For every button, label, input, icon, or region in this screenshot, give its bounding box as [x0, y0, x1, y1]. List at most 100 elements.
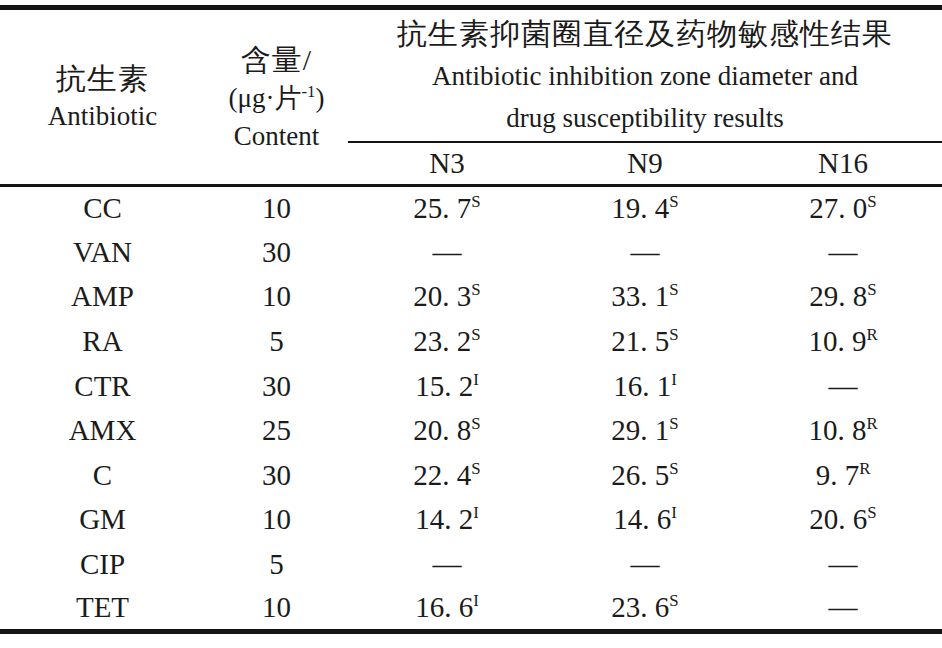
susceptibility-flag: S	[471, 192, 480, 211]
content-cell: 10	[205, 587, 348, 632]
zone-value-cell-n9: —	[546, 230, 744, 275]
cell-value: 20. 3	[413, 280, 471, 312]
zone-value-cell-n3: —	[348, 230, 546, 275]
header-span-results: 抗生素抑菌圈直径及药物敏感性结果 Antibiotic inhibition z…	[348, 8, 942, 142]
cell-value: 29. 1	[611, 414, 669, 446]
susceptibility-flag: S	[669, 325, 678, 344]
antibiotic-cell: CTR	[0, 364, 205, 409]
cell-value: 23. 2	[413, 325, 471, 357]
antibiotic-cell: VAN	[0, 230, 205, 275]
cell-value: 10	[262, 280, 291, 312]
table-row: CC1025. 7S19. 4S27. 0S	[0, 186, 942, 231]
antibiotic-cell: AMP	[0, 275, 205, 320]
zone-value-cell-n3: 23. 2S	[348, 319, 546, 364]
content-cell: 30	[205, 453, 348, 498]
susceptibility-flag: S	[471, 459, 480, 478]
content-cell: 10	[205, 186, 348, 231]
zone-value-cell-n9: 33. 1S	[546, 275, 744, 320]
cell-value: 30	[262, 236, 291, 268]
header-content-unit: (μg·片-1)	[205, 79, 348, 118]
zone-value-cell-n9: 23. 6S	[546, 587, 744, 632]
zone-value-cell-n9: 21. 5S	[546, 319, 744, 364]
zone-value-cell-n16: —	[744, 542, 942, 587]
cell-value: —	[433, 236, 462, 268]
header-span-en-line1: Antibiotic inhibition zone diameter and	[348, 55, 942, 97]
col-header-n3: N3	[348, 142, 546, 186]
table-row: VAN 30 — — —	[0, 230, 942, 275]
content-cell: 30	[205, 364, 348, 409]
zone-value-cell-n16: —	[744, 230, 942, 275]
susceptibility-flag: S	[471, 415, 480, 434]
cell-value: RA	[82, 325, 122, 357]
header-antibiotic-en: Antibiotic	[0, 98, 205, 135]
header-content-en: Content	[205, 118, 348, 155]
content-cell: 5	[205, 319, 348, 364]
header-content: 含量/ (μg·片-1) Content	[205, 8, 348, 186]
zone-value-cell-n16: 29. 8S	[744, 275, 942, 320]
susceptibility-flag: S	[867, 192, 876, 211]
susceptibility-flag: I	[473, 592, 479, 611]
cell-value: —	[631, 548, 660, 580]
susceptibility-flag: S	[669, 281, 678, 300]
zone-value-cell-n3: 14. 2I	[348, 498, 546, 543]
cell-value: 10	[262, 192, 291, 224]
zone-value-cell-n3: 25. 7S	[348, 186, 546, 231]
table-row: CIP5———	[0, 542, 942, 587]
cell-value: 9. 7	[816, 459, 860, 491]
susceptibility-flag: S	[669, 459, 678, 478]
zone-value-cell-n16: —	[744, 364, 942, 409]
cell-value: 10. 8	[808, 414, 866, 446]
zone-value-cell-n16: 10. 8R	[744, 408, 942, 453]
cell-value: 20. 8	[413, 414, 471, 446]
table-row: AMP1020. 3S33. 1S29. 8S	[0, 275, 942, 320]
susceptibility-flag: R	[866, 325, 877, 344]
cell-value: 10. 9	[808, 325, 866, 357]
antibiotic-cell: RA	[0, 319, 205, 364]
cell-value: CC	[83, 192, 122, 224]
content-cell: 30	[205, 230, 348, 275]
cell-value: 20. 6	[809, 503, 867, 535]
table-row: C3022. 4S26. 5S9. 7R	[0, 453, 942, 498]
cell-value: AMX	[69, 414, 137, 446]
zone-value-cell-n9: 29. 1S	[546, 408, 744, 453]
table-row: AMX2520. 8S29. 1S10. 8R	[0, 408, 942, 453]
content-cell: 5	[205, 542, 348, 587]
susceptibility-flag: S	[471, 281, 480, 300]
cell-value: —	[829, 548, 858, 580]
cell-value: 16. 6	[415, 591, 473, 623]
cell-value: —	[829, 236, 858, 268]
cell-value: 10	[262, 591, 291, 623]
cell-value: —	[829, 370, 858, 402]
zone-value-cell-n9: 16. 1I	[546, 364, 744, 409]
zone-value-cell-n16: 20. 6S	[744, 498, 942, 543]
zone-value-cell-n3: 22. 4S	[348, 453, 546, 498]
cell-value: GM	[79, 503, 126, 535]
susceptibility-flag: S	[471, 325, 480, 344]
cell-value: 5	[269, 325, 284, 357]
cell-value: 27. 0	[809, 192, 867, 224]
antibiotic-cell: GM	[0, 498, 205, 543]
zone-value-cell-n3: 20. 3S	[348, 275, 546, 320]
col-header-n9: N9	[546, 142, 744, 186]
cell-value: CIP	[80, 548, 125, 580]
col-header-n16: N16	[744, 142, 942, 186]
susceptibility-flag: S	[669, 415, 678, 434]
cell-value: 26. 5	[611, 459, 669, 491]
zone-value-cell-n9: 26. 5S	[546, 453, 744, 498]
antibiotic-susceptibility-table: 抗生素 Antibiotic 含量/ (μg·片-1) Content 抗生素抑…	[0, 5, 942, 634]
zone-value-cell-n3: 20. 8S	[348, 408, 546, 453]
table-row: TET1016. 6I23. 6S—	[0, 587, 942, 632]
zone-value-cell-n16: 10. 9R	[744, 319, 942, 364]
susceptibility-flag: S	[867, 281, 876, 300]
susceptibility-flag: R	[866, 415, 877, 434]
table-row: CTR3015. 2I16. 1I—	[0, 364, 942, 409]
zone-value-cell-n16: 27. 0S	[744, 186, 942, 231]
susceptibility-flag: I	[671, 370, 677, 389]
unit-pre: (μg·片	[229, 83, 302, 113]
cell-value: 5	[269, 548, 284, 580]
zone-value-cell-n3: 16. 6I	[348, 587, 546, 632]
cell-value: 10	[262, 503, 291, 535]
cell-value: 21. 5	[611, 325, 669, 357]
antibiotic-cell: C	[0, 453, 205, 498]
susceptibility-flag: I	[473, 504, 479, 523]
